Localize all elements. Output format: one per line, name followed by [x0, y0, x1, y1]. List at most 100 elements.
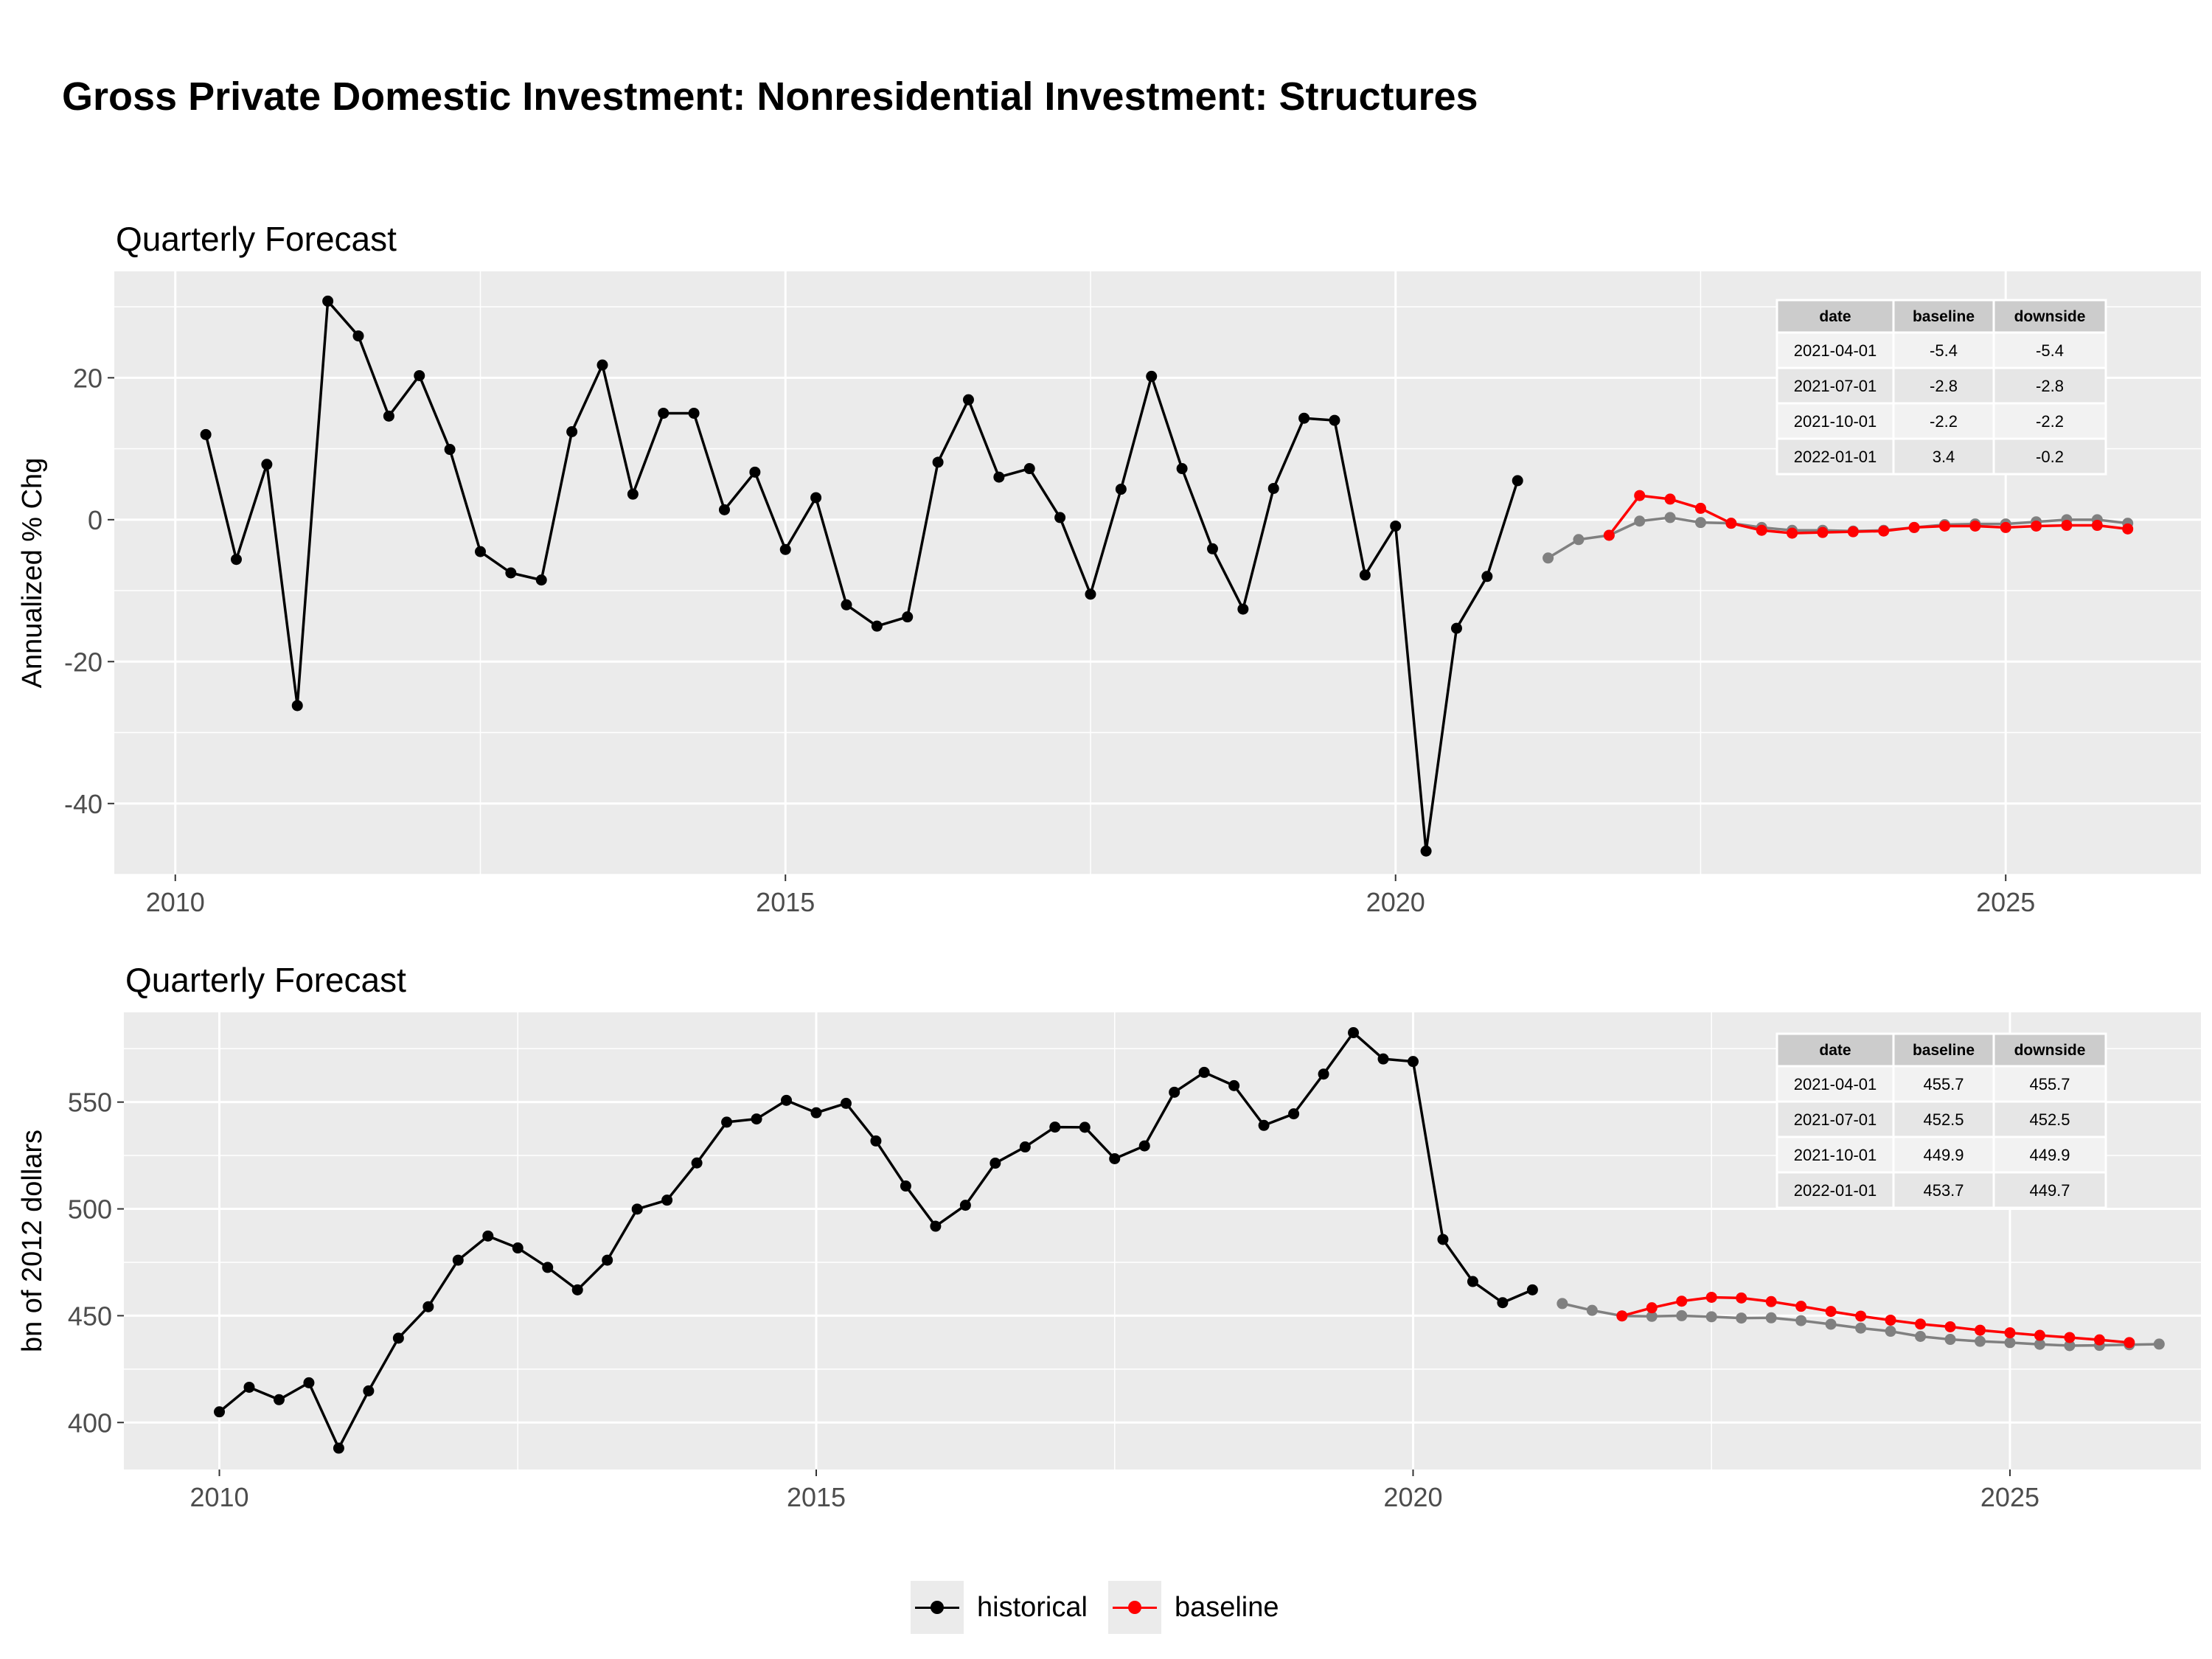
point-historical-10 — [505, 567, 517, 579]
point-historical-14 — [627, 488, 639, 500]
point-historical-30 — [1115, 483, 1127, 495]
x-tick-label: 2010 — [146, 887, 205, 917]
table-cell — [1992, 1135, 2107, 1174]
point-baseline-16 — [2091, 520, 2103, 532]
table-cell-text: -2.8 — [2036, 377, 2064, 395]
point-baseline-16 — [2093, 1334, 2105, 1346]
point-historical-2 — [273, 1394, 285, 1405]
table-cell — [1892, 402, 1995, 440]
point-downside-14 — [1974, 1335, 1986, 1347]
point-historical-41 — [1450, 622, 1462, 634]
point-historical-34 — [1237, 603, 1249, 615]
x-tick-label: 2010 — [189, 1482, 248, 1512]
point-historical-44 — [1526, 1284, 1538, 1295]
point-historical-8 — [452, 1254, 464, 1266]
point-historical-37 — [1329, 414, 1340, 426]
point-baseline-9 — [1878, 525, 1890, 537]
point-historical-1 — [230, 554, 242, 566]
table-header-cell — [1775, 1032, 1895, 1068]
point-baseline-8 — [1855, 1310, 1867, 1322]
point-historical-34 — [1228, 1079, 1240, 1091]
table-cell-text: 449.9 — [1923, 1146, 1964, 1164]
point-historical-26 — [993, 471, 1005, 483]
point-historical-18 — [751, 1113, 762, 1125]
point-downside-7 — [1765, 1312, 1777, 1324]
point-baseline-13 — [2000, 521, 2011, 533]
point-historical-16 — [691, 1157, 703, 1169]
point-historical-38 — [1348, 1027, 1360, 1039]
point-downside-10 — [1855, 1322, 1867, 1334]
chart-subtitle: Quarterly Forecast — [125, 961, 406, 999]
point-baseline-4 — [1725, 518, 1737, 529]
point-historical-14 — [631, 1203, 643, 1215]
table-cell-text: 455.7 — [2029, 1075, 2070, 1093]
point-baseline-10 — [1915, 1318, 1927, 1330]
table-cell — [1775, 366, 1895, 405]
point-downside-3 — [1646, 1310, 1658, 1322]
table-cell-text: 452.5 — [1923, 1110, 1964, 1129]
x-tick-label: 2015 — [787, 1482, 846, 1512]
table-header-cell — [1892, 1032, 1995, 1068]
table-cell-text: 2022-01-01 — [1794, 448, 1877, 466]
point-baseline-15 — [2064, 1332, 2076, 1343]
point-historical-6 — [383, 410, 394, 422]
table-cell-text: 452.5 — [2029, 1110, 2070, 1129]
point-historical-37 — [1318, 1068, 1329, 1080]
chart-level: Quarterly Forecast 400 450 500 550 2010 2015 20… — [17, 961, 2201, 1512]
point-historical-21 — [841, 599, 852, 611]
point-baseline-0 — [1616, 1310, 1628, 1322]
table-cell-text: -5.4 — [1930, 341, 1958, 360]
legend-label-baseline: baseline — [1174, 1591, 1279, 1623]
table-cell-text: -0.2 — [2036, 448, 2064, 466]
table-cell-text: 449.7 — [2029, 1181, 2070, 1200]
y-tick-label: -40 — [64, 789, 102, 819]
table-cell — [1992, 402, 2107, 440]
point-downside-4 — [1664, 512, 1676, 524]
point-downside-1 — [1573, 534, 1585, 546]
point-historical-36 — [1288, 1108, 1300, 1120]
point-historical-26 — [990, 1158, 1001, 1169]
point-historical-3 — [303, 1377, 315, 1388]
point-historical-33 — [1206, 543, 1218, 554]
point-baseline-1 — [1646, 1302, 1658, 1314]
legend-label-historical: historical — [977, 1591, 1088, 1623]
point-baseline-5 — [1765, 1295, 1777, 1307]
point-downside-15 — [2004, 1337, 2016, 1349]
point-historical-12 — [571, 1284, 583, 1295]
point-historical-31 — [1138, 1140, 1150, 1152]
point-historical-16 — [688, 407, 700, 419]
point-downside-8 — [1795, 1315, 1807, 1326]
table-cell — [1992, 366, 2107, 405]
table-cell-text: 2022-01-01 — [1794, 1181, 1877, 1200]
table-header-date: date — [1819, 1042, 1851, 1059]
point-historical-35 — [1267, 482, 1279, 494]
point-historical-31 — [1146, 370, 1158, 382]
chart-subtitle: Quarterly Forecast — [116, 220, 397, 258]
point-historical-19 — [781, 1094, 793, 1106]
x-tick-label: 2015 — [756, 887, 815, 917]
point-historical-4 — [333, 1442, 344, 1454]
point-historical-1 — [243, 1381, 255, 1393]
table-cell-text: 2021-07-01 — [1794, 1110, 1877, 1129]
point-downside-4 — [1676, 1310, 1688, 1321]
point-baseline-0 — [1603, 529, 1615, 541]
point-baseline-11 — [1938, 520, 1950, 532]
table-header-downside: downside — [2014, 1042, 2086, 1059]
point-historical-42 — [1467, 1276, 1478, 1287]
point-downside-16 — [2034, 1338, 2045, 1350]
point-downside-12 — [1915, 1331, 1927, 1343]
point-historical-33 — [1198, 1066, 1210, 1078]
point-historical-3 — [291, 700, 303, 712]
point-historical-10 — [512, 1242, 524, 1254]
table-cell-text: -2.2 — [1930, 412, 1958, 431]
table-cell — [1892, 437, 1995, 476]
point-historical-39 — [1390, 520, 1402, 532]
point-historical-11 — [535, 574, 547, 586]
point-baseline-9 — [1885, 1314, 1896, 1326]
y-tick-label: 550 — [68, 1088, 112, 1118]
point-historical-40 — [1407, 1056, 1419, 1068]
point-historical-7 — [414, 369, 425, 381]
table-cell-text: -5.4 — [2036, 341, 2064, 360]
table-cell-text: 2021-04-01 — [1794, 341, 1877, 360]
point-historical-15 — [661, 1194, 673, 1206]
